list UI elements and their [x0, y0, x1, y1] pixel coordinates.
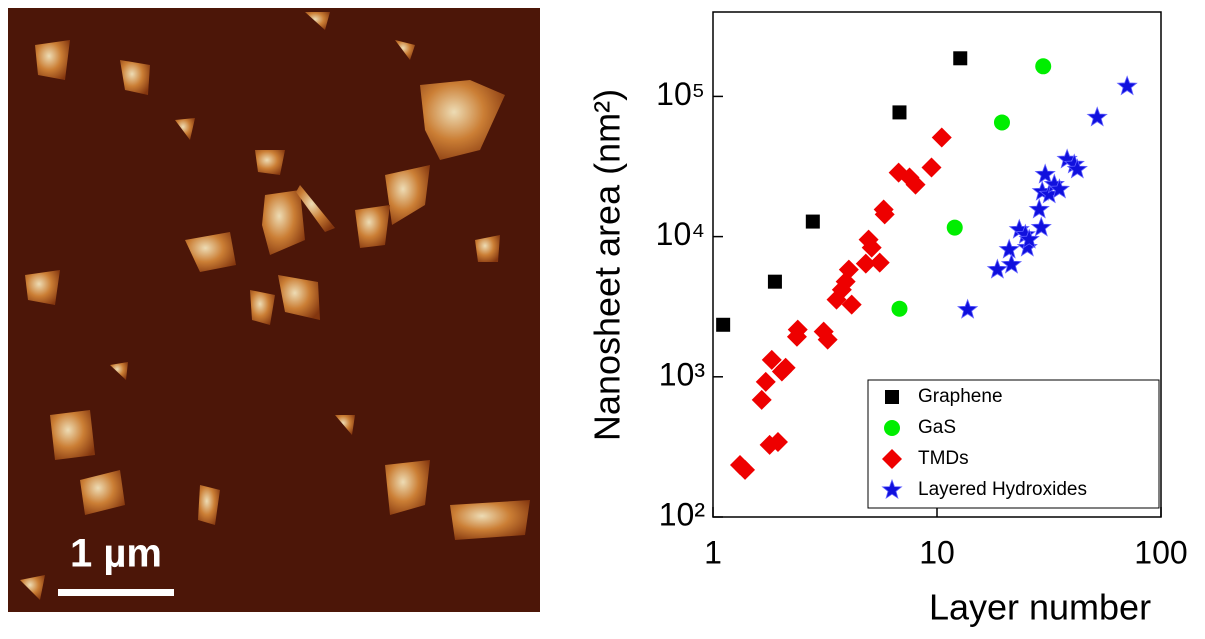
- marker-diamond: [756, 372, 776, 392]
- legend-marker: [884, 420, 900, 436]
- marker-star: [958, 300, 977, 318]
- marker-diamond: [921, 158, 941, 178]
- legend-marker: [885, 390, 899, 404]
- marker-square: [953, 51, 967, 65]
- y-tick-label: 10⁵: [656, 76, 705, 112]
- y-tick-label: 10⁴: [656, 216, 705, 252]
- marker-star: [1032, 218, 1051, 236]
- afm-image: 1 µm: [8, 8, 540, 612]
- y-tick-label: 10²: [659, 496, 706, 532]
- marker-star: [1030, 200, 1049, 218]
- marker-circle: [1035, 58, 1051, 74]
- x-axis-label: Layer number: [929, 587, 1151, 628]
- marker-square: [892, 105, 906, 119]
- marker-star: [1118, 76, 1137, 94]
- marker-circle: [891, 301, 907, 317]
- marker-star: [1000, 240, 1019, 258]
- page: {"image": {"scale_bar_label": "1 µm"}, "…: [0, 0, 1205, 634]
- marker-square: [806, 215, 820, 229]
- marker-circle: [947, 220, 963, 236]
- legend-label: TMDs: [918, 448, 969, 469]
- marker-circle: [994, 114, 1010, 130]
- series-3: [958, 76, 1137, 317]
- y-tick-label: 10³: [659, 356, 706, 392]
- legend-label: Layered Hydroxides: [918, 479, 1087, 500]
- marker-diamond: [752, 390, 772, 410]
- marker-diamond: [932, 128, 952, 148]
- x-tick-label: 100: [1134, 534, 1187, 570]
- x-tick-label: 10: [919, 534, 955, 570]
- marker-star: [1088, 107, 1107, 125]
- legend-label: Graphene: [918, 386, 1003, 407]
- chart: Layer number Nanosheet area (nm²) 1 10 100…: [587, 12, 1188, 628]
- y-axis-label: Nanosheet area (nm²): [587, 89, 628, 441]
- marker-diamond: [842, 295, 862, 315]
- x-tick-label: 1: [704, 534, 722, 570]
- marker-square: [716, 318, 730, 332]
- scale-bar: [58, 589, 174, 596]
- scale-bar-label: 1 µm: [70, 532, 162, 576]
- figure: 1 µm Layer number Nanosheet area (nm²) 1…: [0, 0, 1205, 634]
- marker-star: [1036, 165, 1055, 183]
- legend-label: GaS: [918, 417, 956, 438]
- marker-square: [768, 275, 782, 289]
- marker-star: [1002, 255, 1021, 273]
- legend: Graphene GaS TMDs Layered Hydroxides: [868, 380, 1159, 508]
